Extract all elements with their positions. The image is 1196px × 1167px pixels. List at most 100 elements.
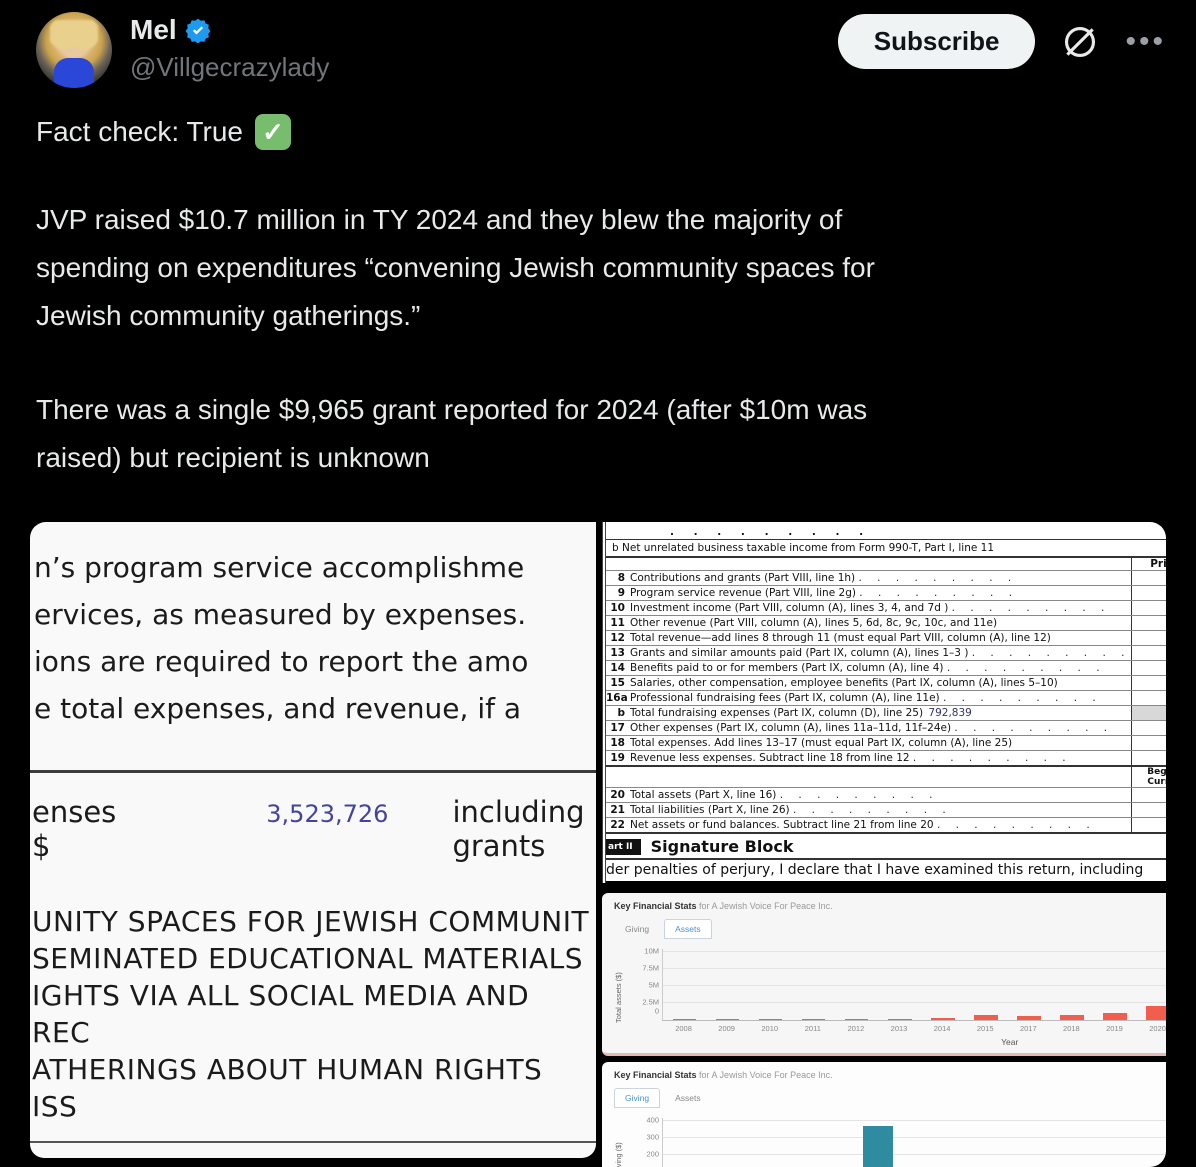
gridline: 5M [649, 981, 1166, 990]
bar [1059, 1014, 1084, 1020]
doc-including-grants: including grants [452, 795, 585, 863]
form990-row: 12 Total revenue—add lines 8 through 11 (… [606, 630, 1166, 645]
chart-tab-giving: Giving [625, 924, 650, 934]
x-tick-label: 2017 [1019, 1024, 1037, 1033]
avatar[interactable] [36, 12, 112, 88]
gridline: 300 [646, 1133, 1166, 1142]
chart-title: Key Financial Stats for A Jewish Voice F… [614, 1070, 833, 1080]
form990-row: 16a Professional fundraising fees (Part I… [606, 690, 1166, 705]
bar [715, 1019, 740, 1020]
form990-row: 9 Program service revenue (Part VIII, lin… [606, 585, 1166, 600]
bar [758, 1019, 783, 1020]
form990-row: 18 Total expenses. Add lines 13–17 (must … [606, 735, 1166, 750]
x-axis-label: Year [1001, 1037, 1019, 1047]
part-ii-tab: art II [606, 838, 641, 855]
grok-icon[interactable] [1061, 23, 1099, 61]
form990-rows-revenue: 8 Contributions and grants (Part VIII, li… [606, 570, 1166, 765]
bar [1016, 1015, 1041, 1020]
form990-table: . . . . . . . . . b Net unrelated busine… [602, 522, 1166, 883]
y-axis-label: Total giving ($) [614, 1142, 623, 1167]
form990-colheaders-2: Beginning of Current Year End of Year [606, 765, 1166, 787]
x-tick-label: 2012 [847, 1024, 865, 1033]
bar [973, 1014, 998, 1020]
form990-row: 14 Benefits paid to or for members (Part … [606, 660, 1166, 675]
chart-title: Key Financial Stats for A Jewish Voice F… [614, 901, 833, 911]
y-tick-label: 7.5M [642, 963, 659, 973]
gridline: 7.5M [642, 964, 1166, 973]
assets-chart-card: Key Financial Stats for A Jewish Voice F… [602, 893, 1166, 1056]
doc-paragraph: n’s program service accomplishme ervices… [34, 551, 529, 725]
doc-caps-paragraph: UNITY SPACES FOR JEWISH COMMUNIT SEMINAT… [32, 905, 590, 1123]
tweet-body: Fact check: True ✓ JVP raised $10.7 mill… [0, 114, 1196, 482]
y-tick-label: 2.5M [642, 997, 659, 1007]
bar [863, 1126, 894, 1167]
document-screenshot: n’s program service accomplishme ervices… [30, 522, 596, 1158]
bar [801, 1019, 826, 1020]
y-tick-label: 400 [646, 1115, 659, 1125]
doc-divider [30, 770, 596, 773]
signature-block-title: Signature Block [650, 837, 794, 856]
col-header-beginning-year: Beginning of Current Year [1130, 767, 1166, 787]
bar [1103, 1012, 1127, 1020]
chart-tab-assets: Assets [664, 919, 712, 939]
chart-tab-giving: Giving [614, 1088, 661, 1108]
charts-zone: Key Financial Stats for A Jewish Voice F… [602, 883, 1166, 1167]
perjury-text: der penalties of perjury, I declare that… [606, 858, 1166, 883]
line7b-label: b Net unrelated business taxable income … [612, 542, 995, 554]
bar [672, 1019, 697, 1020]
doc-expenses-prefix: enses $ [32, 795, 117, 863]
form990-row: 8 Contributions and grants (Part VIII, li… [606, 570, 1166, 585]
check-mark-emoji: ✓ [254, 114, 291, 150]
bar [1146, 1006, 1166, 1020]
tweet-paragraph-3: There was a single $9,965 grant reported… [36, 394, 868, 473]
y-tick-label: 200 [646, 1149, 659, 1159]
x-tick-label: 2011 [804, 1024, 821, 1033]
form990-row: 20 Total assets (Part X, line 16) . . . .… [606, 787, 1166, 802]
form990-row: 19 Revenue less expenses. Subtract line 1… [606, 750, 1166, 765]
form990-colheaders-1: Prior Year Current Year [606, 558, 1166, 570]
user-handle[interactable]: @Villgecrazylady [130, 52, 330, 82]
x-tick-label: 2010 [761, 1024, 779, 1033]
display-name[interactable]: Mel [130, 14, 177, 45]
form990-rows-balance: 20 Total assets (Part X, line 16) . . . .… [606, 787, 1166, 832]
tweet-header: Mel @Villgecrazylady Subscribe ••• [0, 0, 1196, 88]
more-menu-icon[interactable]: ••• [1125, 24, 1166, 58]
form990-row: 22 Net assets or fund balances. Subtract … [606, 817, 1166, 832]
media-divider [596, 522, 602, 1167]
plot-area: 2.5M 5M 7.5M 10M 0 [642, 947, 1166, 1021]
form990-row: 10 Investment income (Part VIII, column (… [606, 600, 1166, 615]
x-tick-label: 2019 [1106, 1024, 1123, 1033]
x-tick-label: 2018 [1063, 1024, 1080, 1033]
doc-divider [30, 1141, 596, 1143]
y-tick-label: 10M [644, 946, 659, 956]
x-tick-label: 2015 [976, 1024, 994, 1033]
chart-tab-assets: Assets [675, 1093, 701, 1103]
bar [887, 1018, 912, 1020]
x-tick-label: 2014 [933, 1024, 951, 1033]
gridline: 10M [644, 947, 1166, 956]
giving-chart-card: Key Financial Stats for A Jewish Voice F… [602, 1062, 1166, 1167]
y-axis-label: Total assets ($) [614, 972, 623, 1024]
bar [930, 1017, 955, 1020]
tweet-paragraph-2: JVP raised $10.7 million in TY 2024 and … [36, 204, 875, 331]
gridline: 400 [646, 1116, 1166, 1125]
y-tick-label: 300 [646, 1132, 659, 1142]
gridline: 200 [646, 1150, 1166, 1159]
x-tick-label: 2013 [890, 1024, 908, 1033]
y-tick-label: 0 [654, 1006, 659, 1016]
col-header-prior-year: Prior Year [1130, 558, 1166, 570]
y-tick-label: 5M [648, 980, 659, 990]
verified-badge-icon [185, 18, 211, 43]
form990-row: 21 Total liabilities (Part X, line 26) . … [606, 802, 1166, 817]
form990-row: 17 Other expenses (Part IX, column (A), l… [606, 720, 1166, 735]
bar [844, 1019, 869, 1020]
x-tick-label: 2008 [675, 1024, 692, 1033]
subscribe-button[interactable]: Subscribe [837, 14, 1036, 69]
form990-dots: . . . . . . . . . [670, 526, 872, 538]
x-tick-label: 2009 [718, 1024, 735, 1033]
media-attachment[interactable]: n’s program service accomplishme ervices… [30, 522, 1166, 1167]
form990-row: 13 Grants and similar amounts paid (Part … [606, 645, 1166, 660]
form990-row: b Total fundraising expenses (Part IX, co… [606, 705, 1166, 720]
x-tick-label: 2020 [1149, 1024, 1166, 1033]
doc-expenses-amount: 3,523,726 [266, 800, 389, 828]
